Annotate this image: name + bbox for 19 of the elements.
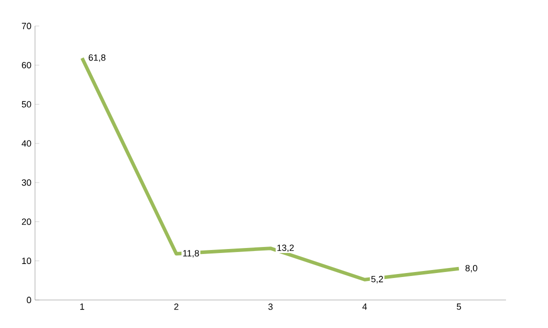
y-tick-label: 40 [22,140,32,147]
data-label: 11,8 [183,250,199,258]
x-tick-label: 5 [456,304,462,310]
data-label: 61,8 [88,54,106,62]
y-tick-label: 10 [22,258,32,264]
y-tick-label: 20 [22,218,32,225]
y-tick-label: 30 [22,179,32,186]
y-tick-label: 70 [22,22,32,30]
data-label: 8,0 [465,264,478,272]
x-tick-label: 1 [80,304,84,310]
y-tick-label: 0 [26,296,32,304]
x-tick-label: 3 [268,304,273,310]
line-series [80,56,461,282]
x-tick-label: 2 [174,304,178,310]
data-label: 13,2 [277,244,294,252]
y-tick-label: 50 [22,101,32,108]
data-label: 5,2 [371,276,383,284]
x-tick-label: 4 [362,304,367,310]
y-tick-label: 60 [22,62,32,68]
